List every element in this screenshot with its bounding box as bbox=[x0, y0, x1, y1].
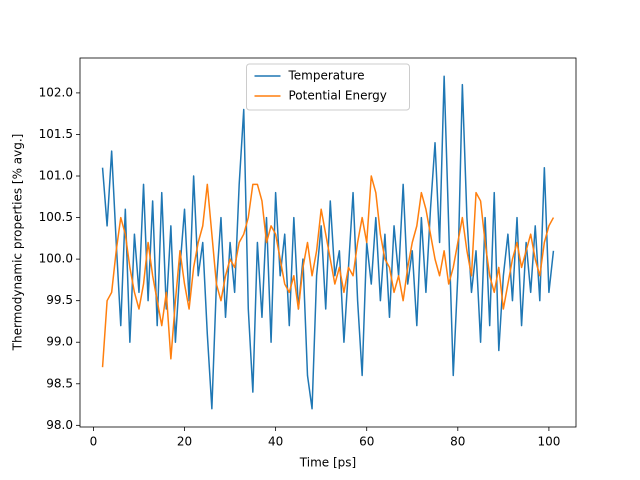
x-tick-label: 40 bbox=[268, 435, 283, 449]
y-tick-label: 99.0 bbox=[46, 335, 73, 349]
legend-box bbox=[246, 63, 410, 111]
line-series bbox=[101, 175, 555, 368]
y-tick-label: 102.0 bbox=[39, 85, 73, 99]
y-tick-label: 100.0 bbox=[39, 252, 73, 266]
legend-label: Potential Energy bbox=[289, 89, 387, 103]
y-tick-label: 100.5 bbox=[39, 210, 73, 224]
x-tick-label: 20 bbox=[177, 435, 192, 449]
y-tick-label: 101.5 bbox=[39, 127, 73, 141]
x-axis-label: Time [ps] bbox=[299, 456, 356, 470]
legend-label: Temperature bbox=[288, 69, 365, 83]
y-tick-label: 101.0 bbox=[39, 169, 73, 183]
y-axis-label: Thermodynamic properties [% avg.] bbox=[11, 134, 25, 352]
plot-frame bbox=[79, 57, 577, 428]
x-tick-label: 0 bbox=[90, 435, 98, 449]
y-tick-label: 98.0 bbox=[46, 418, 73, 432]
y-tick-label: 99.5 bbox=[46, 293, 73, 307]
x-tick-label: 80 bbox=[450, 435, 465, 449]
line-series bbox=[101, 75, 555, 410]
y-tick-label: 98.5 bbox=[46, 376, 73, 390]
x-tick-label: 100 bbox=[537, 435, 560, 449]
x-tick-label: 60 bbox=[359, 435, 374, 449]
